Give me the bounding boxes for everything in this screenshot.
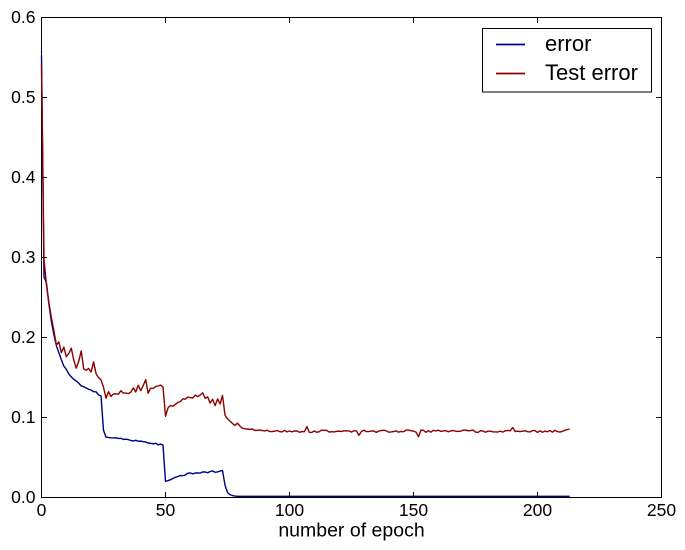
svg-text:0.6: 0.6 <box>11 7 35 27</box>
svg-text:0.5: 0.5 <box>11 87 35 107</box>
svg-text:0.0: 0.0 <box>11 487 36 507</box>
svg-text:0.3: 0.3 <box>11 247 35 267</box>
svg-text:0.1: 0.1 <box>11 407 35 427</box>
svg-text:250: 250 <box>647 500 676 520</box>
svg-text:error: error <box>545 31 591 56</box>
svg-text:0.2: 0.2 <box>11 327 35 347</box>
svg-text:number of epoch: number of epoch <box>278 520 424 542</box>
svg-text:50: 50 <box>156 500 176 520</box>
svg-text:150: 150 <box>399 500 428 520</box>
svg-text:100: 100 <box>275 500 304 520</box>
svg-text:200: 200 <box>523 500 552 520</box>
svg-text:Test error: Test error <box>545 60 638 85</box>
svg-text:0: 0 <box>37 500 47 520</box>
svg-text:0.4: 0.4 <box>11 167 36 187</box>
